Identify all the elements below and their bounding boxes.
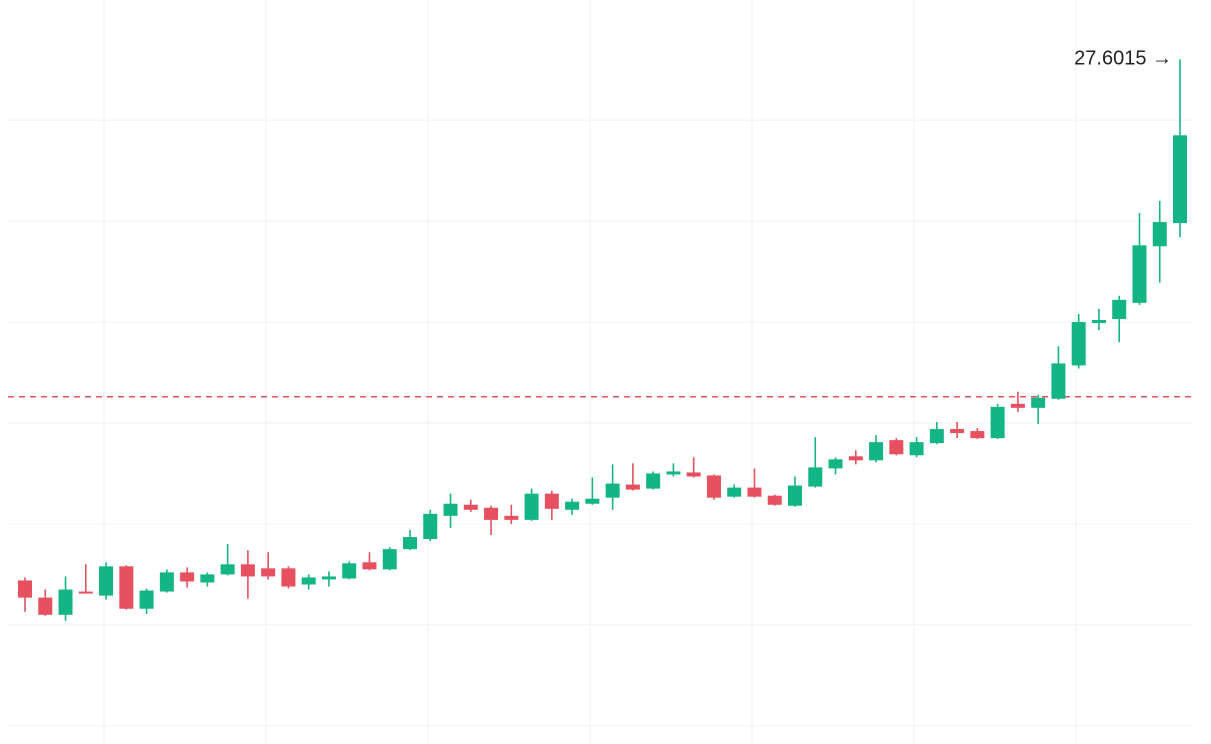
candle-body: [727, 487, 742, 497]
candle-body: [38, 597, 53, 615]
candle-body: [848, 456, 863, 461]
candle-body: [565, 501, 580, 510]
vertical-grid: [103, 0, 1077, 744]
candle-body: [585, 498, 600, 504]
candle-body: [970, 431, 985, 439]
candle-body: [1091, 320, 1106, 324]
candle-body: [1173, 135, 1187, 224]
candle-body: [180, 572, 195, 582]
candle-body: [524, 493, 539, 520]
candle-body: [929, 429, 944, 444]
candle-body: [990, 406, 1005, 439]
candle-body: [1031, 397, 1046, 408]
candle-body: [869, 442, 884, 461]
candle-body: [261, 568, 276, 577]
candle-body: [605, 483, 620, 498]
candle-body: [200, 574, 215, 583]
candle-body: [646, 473, 661, 489]
candle-body: [281, 568, 296, 587]
candle-body: [747, 487, 762, 497]
candle-body: [382, 549, 397, 570]
candle-body: [362, 562, 377, 570]
candle-body: [544, 493, 559, 509]
candle-body: [828, 459, 843, 469]
candle-body: [58, 589, 73, 615]
candle-body: [403, 537, 417, 550]
candle-body: [788, 485, 802, 506]
candle-body: [18, 580, 32, 598]
candle-body: [666, 471, 681, 475]
candle-body: [463, 504, 478, 510]
candle-body: [767, 495, 782, 505]
candle-body: [909, 442, 924, 456]
candle-body: [78, 591, 93, 594]
candle-body: [321, 576, 336, 580]
candle-body: [119, 566, 134, 609]
candle-body: [889, 440, 904, 455]
candle-body: [625, 484, 640, 490]
candle-body: [301, 577, 316, 585]
candle-body: [706, 475, 721, 498]
price-annotation: 27.6015 →: [1074, 48, 1172, 70]
candle-body: [443, 503, 458, 516]
candle-body: [808, 467, 823, 487]
candle-body: [159, 572, 174, 592]
candle-body: [1010, 403, 1025, 408]
candle-body: [686, 472, 701, 477]
candle-body: [1152, 222, 1167, 247]
candle-body: [1051, 363, 1066, 399]
candle-body: [342, 563, 357, 579]
candle-body: [220, 564, 235, 575]
candle-body: [1112, 299, 1127, 320]
candle-body: [240, 564, 255, 577]
candle-body: [423, 513, 438, 540]
candle-body: [504, 515, 519, 520]
candle-body: [484, 507, 499, 520]
candle-body: [1132, 245, 1147, 303]
candle-body: [950, 429, 965, 434]
candle-body: [99, 566, 114, 596]
candle-body: [1071, 322, 1086, 366]
candle-body: [139, 590, 154, 609]
